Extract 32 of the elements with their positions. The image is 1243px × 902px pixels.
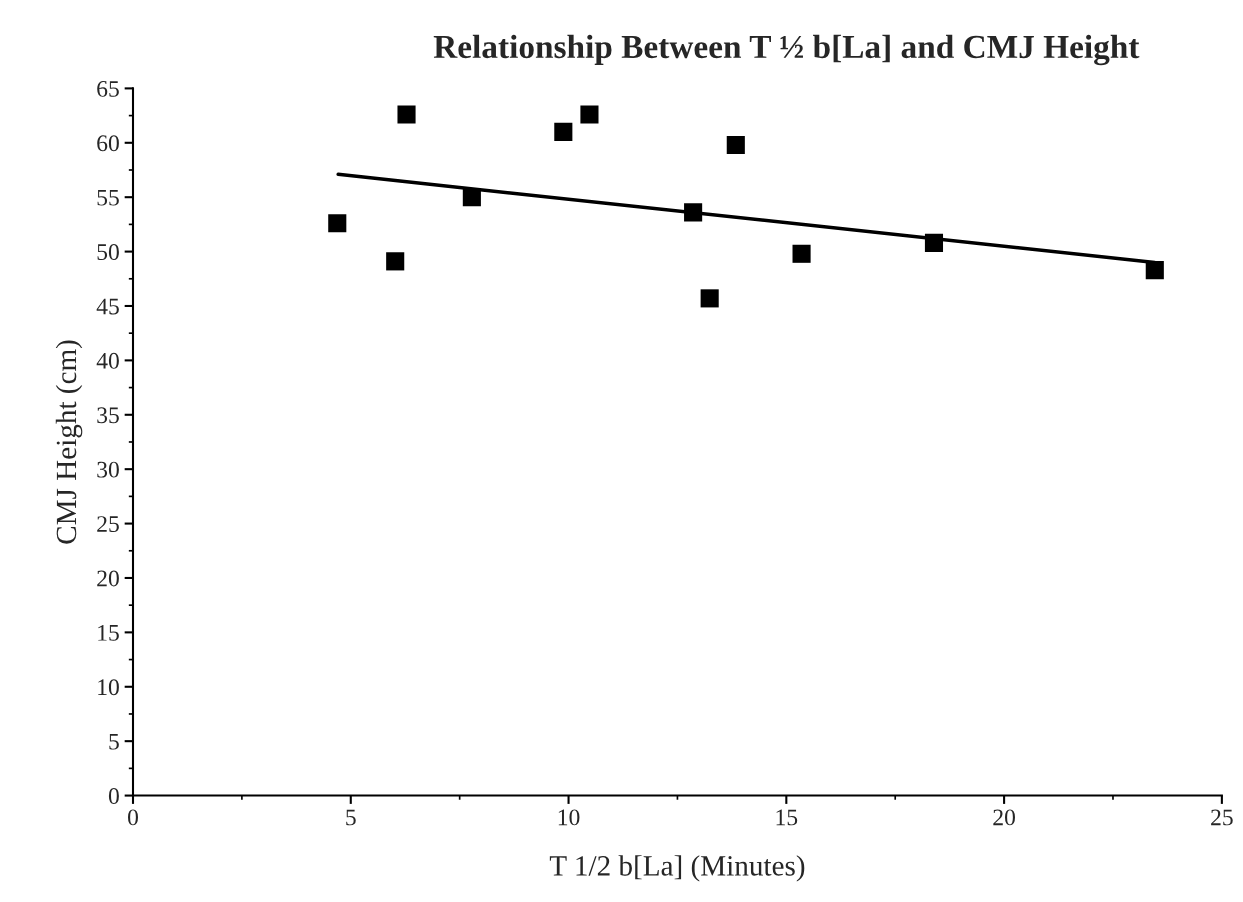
- x-axis-title: T 1/2 b[La] (Minutes): [549, 855, 805, 882]
- point: [554, 122, 573, 141]
- point: [580, 105, 599, 124]
- y-axis-title: CMJ Height (cm): [55, 340, 83, 544]
- y-tick-label: 50: [97, 244, 119, 261]
- x-tick-label: 10: [558, 809, 580, 826]
- y-tick-label: 60: [97, 135, 119, 152]
- y-tick-label: 0: [108, 788, 119, 804]
- x-tick-label: 15: [776, 809, 798, 826]
- point: [328, 214, 347, 233]
- x-tick-label: 0: [128, 809, 138, 826]
- y-tick-label: 40: [96, 352, 119, 369]
- point: [700, 289, 719, 308]
- y-tick-label: 35: [97, 407, 119, 424]
- chart-title: Relationship Between T ½ b[La] and CMJ Height: [433, 34, 1140, 66]
- point: [792, 244, 811, 263]
- y-tick-label: 5: [109, 733, 119, 750]
- y-tick-label: 10: [98, 679, 119, 696]
- y-tick-label: 20: [97, 570, 119, 587]
- x-tick-label: 5: [346, 809, 356, 826]
- y-tick-label: 45: [96, 298, 119, 315]
- point: [1145, 261, 1164, 280]
- y-tick-label: 65: [97, 80, 119, 97]
- y-tick-label: 55: [97, 189, 119, 206]
- point: [726, 135, 745, 155]
- x-tick-label: 25: [1211, 809, 1233, 826]
- point: [386, 252, 405, 271]
- y-tick-label: 15: [98, 624, 119, 641]
- x-tick-label: 20: [993, 809, 1015, 826]
- y-tick-label: 30: [97, 461, 119, 478]
- point: [397, 105, 416, 124]
- y-tick-label: 25: [97, 516, 119, 532]
